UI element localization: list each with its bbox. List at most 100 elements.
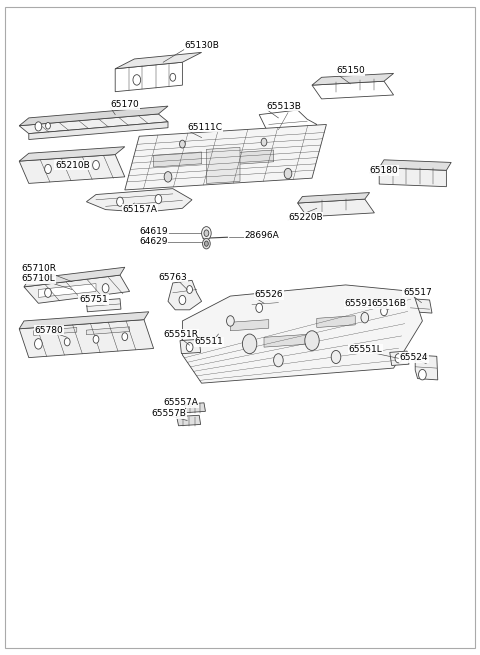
Polygon shape — [185, 403, 205, 413]
Text: 65751: 65751 — [79, 295, 108, 304]
Circle shape — [170, 73, 176, 81]
Text: 65780: 65780 — [35, 326, 63, 335]
Circle shape — [361, 312, 369, 323]
Text: 65170: 65170 — [110, 100, 139, 109]
Polygon shape — [38, 284, 96, 297]
Circle shape — [242, 334, 257, 354]
Circle shape — [186, 343, 193, 352]
Polygon shape — [206, 147, 240, 183]
Circle shape — [35, 122, 42, 131]
Polygon shape — [252, 297, 278, 311]
Circle shape — [284, 168, 292, 179]
Polygon shape — [154, 152, 202, 167]
Circle shape — [331, 350, 341, 364]
Polygon shape — [415, 355, 438, 380]
Polygon shape — [19, 320, 154, 358]
Text: 65557A: 65557A — [163, 398, 198, 407]
Polygon shape — [19, 155, 125, 183]
Polygon shape — [264, 334, 312, 347]
Text: 64629: 64629 — [139, 236, 168, 246]
Polygon shape — [19, 106, 168, 126]
Text: 65157A: 65157A — [122, 205, 157, 214]
Polygon shape — [182, 285, 422, 383]
Text: 65591: 65591 — [345, 299, 373, 309]
Text: 65180: 65180 — [370, 166, 398, 175]
Polygon shape — [180, 339, 201, 354]
Circle shape — [45, 164, 51, 174]
Polygon shape — [177, 415, 201, 426]
Circle shape — [261, 138, 267, 146]
Circle shape — [180, 140, 185, 148]
Polygon shape — [168, 280, 202, 310]
Text: 65557B: 65557B — [151, 409, 186, 419]
Circle shape — [227, 316, 234, 326]
Circle shape — [64, 338, 70, 346]
Polygon shape — [86, 299, 121, 312]
Text: 65710R: 65710R — [22, 264, 57, 273]
Polygon shape — [230, 320, 269, 331]
Polygon shape — [410, 299, 432, 313]
Text: 65210B: 65210B — [55, 160, 90, 170]
Circle shape — [46, 122, 50, 129]
Text: 65130B: 65130B — [185, 41, 220, 50]
Circle shape — [117, 197, 123, 206]
Circle shape — [204, 230, 209, 236]
Polygon shape — [29, 122, 168, 140]
Polygon shape — [24, 267, 125, 287]
Text: 65710L: 65710L — [22, 274, 55, 283]
Text: 65551L: 65551L — [348, 345, 382, 354]
Polygon shape — [19, 312, 149, 329]
Text: 65513B: 65513B — [266, 102, 301, 111]
Polygon shape — [19, 114, 168, 134]
Text: 65517: 65517 — [403, 288, 432, 297]
Polygon shape — [312, 81, 394, 99]
Circle shape — [204, 241, 208, 246]
Text: 64619: 64619 — [139, 227, 168, 236]
Circle shape — [122, 333, 128, 341]
Circle shape — [35, 339, 42, 349]
Polygon shape — [298, 193, 370, 203]
Text: 65150: 65150 — [336, 66, 365, 75]
Circle shape — [381, 307, 387, 316]
Polygon shape — [226, 150, 274, 165]
Circle shape — [203, 238, 210, 249]
Circle shape — [102, 284, 109, 293]
Circle shape — [155, 195, 162, 204]
Circle shape — [179, 295, 186, 305]
Polygon shape — [312, 73, 394, 85]
Polygon shape — [298, 199, 374, 217]
Polygon shape — [115, 62, 182, 92]
Polygon shape — [379, 160, 451, 170]
Circle shape — [93, 335, 99, 343]
Text: 65763: 65763 — [158, 272, 187, 282]
Circle shape — [164, 172, 172, 182]
Circle shape — [419, 369, 426, 380]
Circle shape — [187, 286, 192, 293]
Circle shape — [45, 288, 51, 297]
Polygon shape — [86, 189, 192, 212]
Circle shape — [395, 354, 402, 363]
Text: 65220B: 65220B — [288, 213, 323, 222]
Circle shape — [133, 75, 141, 85]
Polygon shape — [115, 52, 202, 69]
Polygon shape — [390, 351, 409, 365]
Circle shape — [274, 354, 283, 367]
Circle shape — [202, 227, 211, 240]
Text: 65551R: 65551R — [163, 329, 198, 339]
Text: 65524: 65524 — [399, 353, 428, 362]
Polygon shape — [19, 147, 125, 161]
Polygon shape — [259, 110, 317, 134]
Text: 65526: 65526 — [254, 290, 283, 299]
Polygon shape — [317, 316, 355, 328]
Circle shape — [93, 160, 99, 170]
Text: 28696A: 28696A — [245, 231, 279, 240]
Polygon shape — [379, 168, 446, 187]
Text: 65516B: 65516B — [372, 299, 407, 309]
Circle shape — [256, 303, 263, 312]
Polygon shape — [24, 275, 130, 303]
Text: 65111C: 65111C — [187, 122, 222, 132]
Polygon shape — [86, 327, 130, 335]
Polygon shape — [374, 301, 406, 316]
Polygon shape — [125, 124, 326, 190]
Polygon shape — [34, 328, 77, 335]
